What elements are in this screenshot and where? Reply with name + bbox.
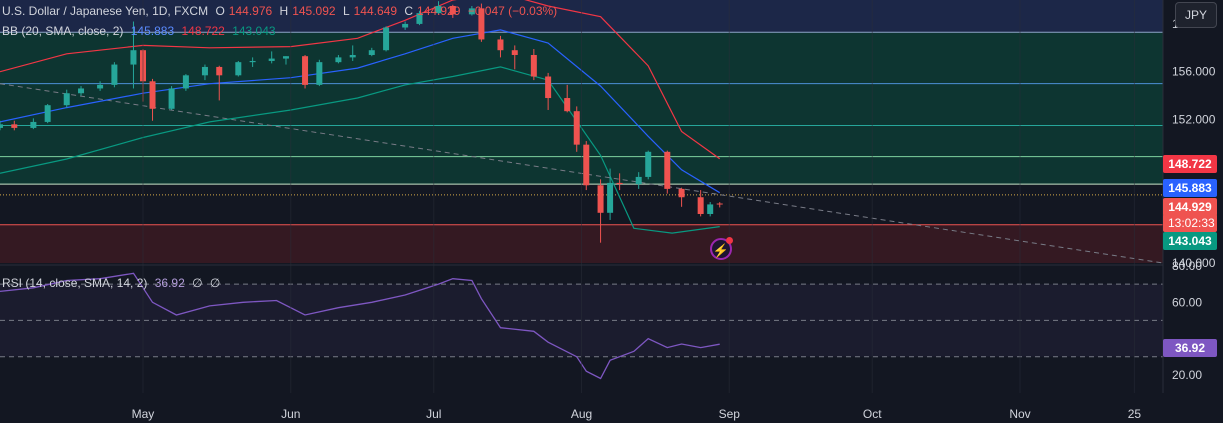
candle-body-45 <box>697 197 704 214</box>
candle-body-18 <box>282 56 289 59</box>
candle-body-34 <box>545 76 552 99</box>
candle-body-39 <box>607 182 614 213</box>
rsi-value: 36.92 <box>154 276 185 290</box>
rsi-extra-2: ∅ <box>209 276 221 290</box>
candle-body-32 <box>511 50 518 55</box>
candle-body-8 <box>130 50 137 65</box>
time-tick-label-7: 25 <box>1128 407 1142 421</box>
candle-body-23 <box>368 50 375 55</box>
candle-body-12 <box>182 75 189 89</box>
close-value: 144.929 <box>417 4 461 18</box>
time-tick-label-1: Jun <box>281 407 300 421</box>
bb-line-lower <box>0 66 720 234</box>
rsi-extra-1: ∅ <box>192 276 203 290</box>
time-tick-label-4: Sep <box>719 407 741 421</box>
open-value: 144.976 <box>228 4 273 18</box>
symbol-legend: U.S. Dollar / Japanese Yen, 1D, FXCM O 14… <box>2 4 561 18</box>
candle-body-7 <box>111 64 118 85</box>
bb-basis-value: 145.883 <box>130 24 175 38</box>
candle-body-38 <box>597 185 604 213</box>
notification-dot-icon <box>726 237 733 244</box>
candle-body-4 <box>63 93 70 106</box>
candle-body-40 <box>616 182 623 185</box>
candle-body-35 <box>564 98 571 112</box>
time-tick-label-2: Jul <box>426 407 441 421</box>
price-tick-label-4: 140.000 <box>1172 256 1216 270</box>
open-label: O <box>215 4 225 18</box>
candle-body-15 <box>235 62 242 76</box>
rsi-line <box>0 272 720 380</box>
candle-body-21 <box>335 57 342 63</box>
low-value: 144.649 <box>353 4 398 18</box>
candle-body-41 <box>635 176 642 185</box>
change-value: −0.047 (−0.03%) <box>467 4 558 18</box>
candle-body-11 <box>168 88 175 109</box>
bar-countdown-label: 13:02:33 <box>1163 214 1217 232</box>
candle-body-0 <box>0 124 3 128</box>
candle-body-17 <box>268 58 275 61</box>
bb-lower-value: 143.043 <box>232 24 276 38</box>
candle-body-30 <box>478 8 485 40</box>
bb-line-upper <box>0 0 721 160</box>
time-tick-label-0: May <box>132 407 155 421</box>
candle-body-2 <box>30 121 37 128</box>
axes: 160.000156.000152.000148.000140.00080.00… <box>132 0 1216 421</box>
candle-body-27 <box>435 5 442 14</box>
candle-body-3 <box>44 105 51 122</box>
candle-body-36 <box>573 111 580 145</box>
candle-body-31 <box>497 39 504 51</box>
close-label: C <box>404 4 414 18</box>
bb-upper-price-label: 148.722 <box>1163 155 1217 173</box>
high-value: 145.092 <box>292 4 336 18</box>
rsi-title: RSI (14, close, SMA, 14, 2) <box>2 276 148 290</box>
low-label: L <box>342 4 350 18</box>
candle-body-6 <box>97 84 104 89</box>
candle-body-14 <box>216 66 223 76</box>
bb-lower-price-label: 143.043 <box>1163 232 1217 250</box>
bb-upper-value: 148.722 <box>181 24 225 38</box>
candle-body-29 <box>468 8 475 15</box>
rsi-legend[interactable]: RSI (14, close, SMA, 14, 2) 36.92 ∅ ∅ <box>2 276 224 290</box>
candle-body-44 <box>678 188 685 198</box>
candle-body-20 <box>316 62 323 85</box>
candle-body-1 <box>11 124 18 128</box>
time-tick-label-5: Oct <box>863 407 882 421</box>
time-tick-label-3: Aug <box>571 407 592 421</box>
candle-body-37 <box>583 144 590 186</box>
currency-button[interactable]: JPY <box>1175 2 1217 28</box>
candle-body-16 <box>249 60 256 63</box>
price-tick-label-1: 156.000 <box>1172 65 1216 79</box>
bb-legend[interactable]: BB (20, SMA, close, 2) 145.883 148.722 1… <box>2 24 280 38</box>
candle-body-19 <box>302 56 309 85</box>
candle-body-10 <box>149 81 156 109</box>
bb-basis-price-label: 145.883 <box>1163 179 1217 197</box>
bb-title: BB (20, SMA, close, 2) <box>2 24 124 38</box>
rsi-tick-label-2: 20.00 <box>1172 368 1202 382</box>
candle-body-42 <box>645 151 652 177</box>
candle-body-25 <box>402 23 409 28</box>
rsi-tick-label-1: 60.00 <box>1172 295 1202 309</box>
price-tick-label-2: 152.000 <box>1172 113 1216 127</box>
lightning-icon[interactable]: ⚡ <box>710 238 732 260</box>
candle-body-22 <box>349 54 356 58</box>
candle-body-13 <box>201 66 208 76</box>
high-label: H <box>279 4 289 18</box>
last-price-label: 144.929 <box>1163 198 1217 216</box>
candle-body-46 <box>707 204 714 214</box>
candle-body-5 <box>78 88 85 94</box>
rsi-price-label: 36.92 <box>1163 339 1217 357</box>
candle-body-26 <box>416 13 423 24</box>
candle-body-47 <box>716 203 723 205</box>
candle-body-33 <box>530 54 537 77</box>
candle-body-24 <box>383 27 390 51</box>
candle-body-28 <box>449 5 456 15</box>
candle-body-43 <box>664 151 671 189</box>
time-tick-label-6: Nov <box>1009 407 1030 421</box>
rsi-tick-label-0: 80.00 <box>1172 259 1202 273</box>
symbol-title: U.S. Dollar / Japanese Yen, 1D, FXCM <box>2 4 209 18</box>
candlesticks <box>0 1 723 243</box>
